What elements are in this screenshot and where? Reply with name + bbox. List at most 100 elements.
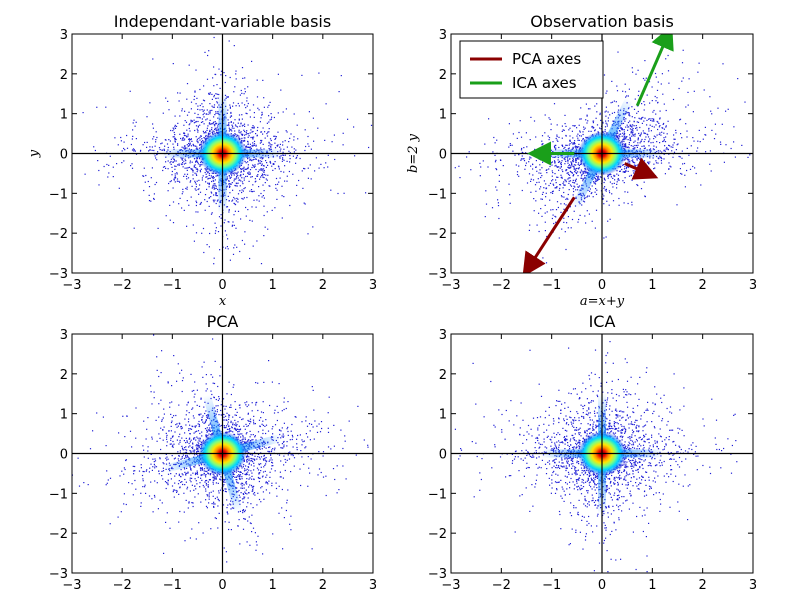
scatter-point — [624, 137, 627, 139]
scatter-point — [176, 173, 178, 175]
scatter-point — [194, 90, 196, 92]
scatter-point — [564, 163, 566, 165]
scatter-point — [623, 131, 625, 133]
scatter-point — [551, 217, 553, 220]
scatter-point — [248, 180, 250, 182]
scatter-point — [260, 141, 262, 143]
scatter-point — [278, 485, 280, 487]
scatter-point — [521, 147, 523, 150]
scatter-point — [229, 76, 231, 79]
scatter-point — [215, 122, 217, 124]
scatter-point — [634, 147, 636, 149]
scatter-point — [233, 178, 235, 180]
scatter-point — [686, 136, 688, 138]
panel-1: −3 −2 −1 0 1 2 3−3−2−10123Independant-variable… — [27, 12, 377, 309]
legend-box — [459, 40, 604, 99]
scatter-point — [164, 145, 166, 147]
scatter-point — [565, 125, 567, 127]
scatter-point — [108, 172, 110, 174]
scatter-point — [659, 142, 661, 144]
scatter-point — [631, 204, 633, 206]
scatter-point — [212, 178, 214, 180]
scatter-point — [253, 112, 255, 114]
scatter-point — [482, 160, 484, 162]
scatter-point — [170, 163, 172, 165]
scatter-point — [213, 257, 215, 259]
scatter-point — [224, 219, 226, 221]
scatter-point — [243, 137, 245, 139]
scatter-point — [549, 118, 551, 120]
scatter-point — [594, 129, 596, 131]
scatter-point — [561, 169, 563, 171]
scatter-point — [231, 427, 233, 429]
scatter-point — [343, 192, 345, 194]
scatter-point — [215, 187, 217, 189]
scatter-point — [181, 437, 183, 439]
scatter-point — [164, 166, 166, 168]
scatter-point — [558, 136, 560, 138]
scatter-point — [262, 412, 264, 414]
scatter-point — [262, 79, 264, 81]
scatter-point — [629, 138, 631, 140]
scatter-point — [188, 457, 190, 459]
scatter-point — [205, 132, 207, 134]
scatter-point — [249, 172, 251, 174]
scatter-point — [185, 160, 187, 162]
scatter-point — [226, 178, 228, 180]
scatter-point — [615, 101, 617, 103]
scatter-point — [538, 230, 540, 233]
scatter-point — [545, 192, 547, 194]
scatter-point — [176, 426, 178, 428]
scatter-point — [553, 103, 556, 105]
scatter-point — [312, 117, 314, 119]
scatter-point — [606, 90, 608, 92]
scatter-point — [201, 138, 203, 140]
scatter-point — [194, 381, 196, 383]
scatter-point — [279, 157, 281, 159]
scatter-point — [617, 132, 619, 134]
scatter-point — [240, 175, 242, 177]
scatter-point — [575, 169, 577, 171]
scatter-point — [231, 200, 233, 202]
scatter-point — [220, 214, 222, 216]
scatter-point — [631, 179, 633, 181]
scatter-point — [205, 488, 207, 490]
scatter-point — [153, 397, 155, 399]
scatter-point — [639, 118, 641, 120]
scatter-point — [185, 121, 188, 123]
scatter-point — [215, 192, 217, 194]
scatter-point — [248, 486, 250, 488]
scatter-point — [243, 134, 246, 136]
scatter-point — [725, 144, 727, 146]
scatter-point — [204, 137, 206, 139]
scatter-point — [273, 412, 276, 414]
scatter-point — [552, 214, 554, 216]
scatter-point — [568, 167, 570, 169]
scatter-point — [309, 439, 311, 441]
scatter-point — [217, 123, 219, 125]
scatter-point — [228, 416, 230, 418]
scatter-point — [623, 138, 625, 140]
scatter-point — [470, 169, 472, 171]
scatter-point — [652, 141, 654, 144]
scatter-point — [232, 424, 234, 426]
scatter-point — [574, 140, 576, 142]
scatter-point — [640, 141, 642, 143]
scatter-point — [644, 164, 646, 166]
scatter-point — [263, 197, 265, 199]
scatter-point — [189, 424, 191, 426]
scatter-point — [696, 150, 698, 152]
scatter-point — [602, 198, 604, 200]
scatter-point — [120, 136, 122, 139]
scatter-point — [208, 133, 210, 135]
scatter-point — [602, 122, 604, 124]
scatter-point — [582, 138, 584, 140]
scatter-point — [571, 163, 573, 165]
scatter-point — [586, 114, 588, 116]
scatter-point — [307, 233, 309, 235]
scatter-point — [230, 115, 233, 117]
scatter-point — [178, 164, 180, 166]
scatter-point — [244, 402, 246, 404]
scatter-point — [273, 135, 275, 137]
scatter-point — [588, 195, 590, 197]
